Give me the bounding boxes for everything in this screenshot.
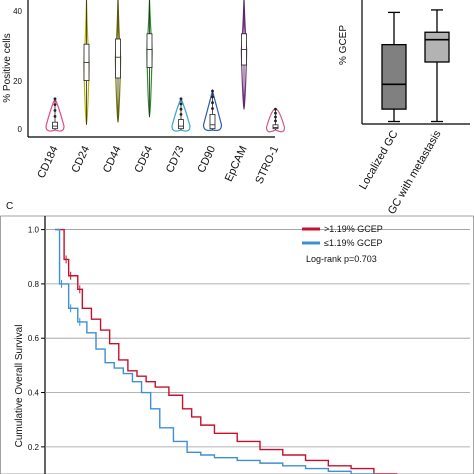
- violin-cat-label-CD24: CD24: [69, 144, 92, 175]
- survival-ytick-0: 0.2: [28, 443, 40, 452]
- outlier-CD73: [179, 102, 183, 106]
- box-CD54: [146, 33, 153, 68]
- outlier-CD184: [53, 109, 57, 112]
- box-body-0: [381, 43, 407, 110]
- violin-cat-label-CD184: CD184: [35, 144, 60, 180]
- survival-ytick-2: 0.6: [28, 334, 40, 343]
- survival-ytick-4: 1.0: [28, 226, 40, 235]
- outlier-CD73: [179, 107, 183, 111]
- violin-cat-label-STRO-1: STRO-1: [253, 144, 281, 186]
- outlier-CD90: [211, 95, 214, 99]
- survival-y-label: Cumulative Overall Survival: [14, 325, 25, 448]
- violin-ytick-20: 20: [13, 77, 22, 86]
- violin-ytick-0: 0: [18, 125, 23, 134]
- outlier-CD184: [53, 114, 57, 118]
- violin-y-label: % Positive cells: [2, 33, 13, 102]
- legend-label-low: ≤1.19% GCEP: [324, 238, 382, 248]
- violin-cat-label-CD44: CD44: [101, 144, 124, 175]
- outlier-CD90: [211, 101, 214, 105]
- outlier-CD184: [53, 97, 57, 101]
- legend-label-high: >1.19% GCEP: [324, 224, 383, 234]
- violin-cat-label-CD90: CD90: [195, 144, 218, 175]
- box-CD73: [178, 119, 184, 130]
- box-CD44: [115, 38, 121, 79]
- violin-marks: [45, 0, 286, 133]
- box-y-label: % GCEP: [338, 25, 349, 65]
- panel-survival: C 0.2 0.4 0.6 0.8 1.0 Cumulative Overall Sur…: [0, 201, 474, 474]
- outlier-CD184: [53, 103, 57, 107]
- survival-curve-1: [55, 228, 375, 474]
- log-rank-annotation: Log-rank p=0.703: [306, 254, 377, 264]
- outlier-CD90: [211, 89, 214, 93]
- violin-cat-label-CD54: CD54: [132, 144, 155, 175]
- outlier-CD73: [179, 113, 183, 116]
- violin-ytick-40: 40: [13, 7, 22, 16]
- panel-violin: 0 20 40 % Positive cells CD184 CD24 CD44 CD…: [2, 0, 286, 186]
- outlier-CD73: [179, 97, 183, 101]
- survival-gridlines: 0.2 0.4 0.6 0.8 1.0: [28, 226, 470, 452]
- box-cat-label-0: Localized GC: [357, 128, 400, 191]
- outlier-STRO-1: [274, 119, 277, 123]
- box-body-1: [424, 31, 450, 63]
- box-CD90: [209, 114, 216, 130]
- violin-cat-label-CD73: CD73: [164, 144, 187, 175]
- survival-curves: [55, 228, 398, 474]
- survival-curve-0: [55, 228, 398, 474]
- outlier-CD90: [211, 107, 214, 110]
- survival-ytick-1: 0.4: [28, 389, 40, 398]
- violin-cat-label-EpCAM: EpCAM: [223, 144, 250, 183]
- violin-category-labels: CD184 CD24 CD44 CD54 CD73 CD90 EpCAM STRO-1: [35, 144, 281, 186]
- survival-ytick-3: 0.8: [28, 280, 40, 289]
- survival-legend: >1.19% GCEP ≤1.19% GCEP Log-rank p=0.703: [302, 224, 383, 264]
- box-CD184: [52, 121, 58, 130]
- panel-label-c: C: [6, 201, 13, 212]
- outlier-STRO-1: [274, 111, 277, 115]
- outlier-STRO-1: [274, 115, 277, 119]
- box-STRO-1: [272, 124, 279, 130]
- outlier-STRO-1: [274, 107, 277, 111]
- box-marks: [381, 9, 450, 123]
